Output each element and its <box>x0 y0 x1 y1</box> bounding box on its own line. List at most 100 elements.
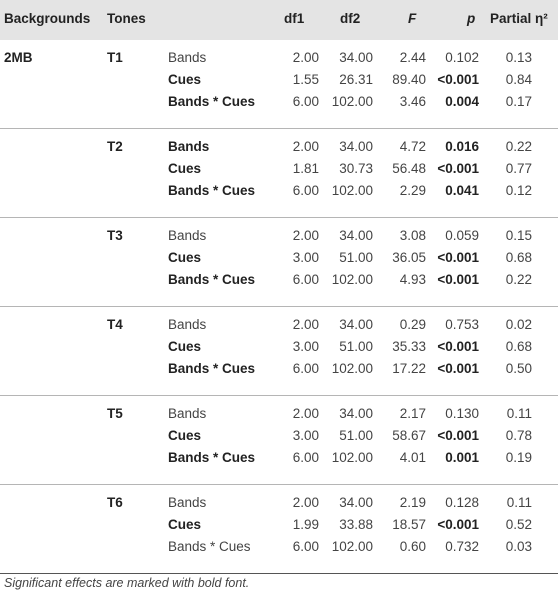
tone-group: T5 Bands 2.00 34.00 2.17 0.130 0.11 Cues 3.00 51.… <box>0 396 558 485</box>
header-partial-eta: Partial η² <box>490 11 548 26</box>
df2-cell: 34.00 <box>339 50 373 65</box>
effect-cell: Cues <box>168 339 202 354</box>
df2-cell: 34.00 <box>339 495 373 510</box>
tone-group: T3 Bands 2.00 34.00 3.08 0.059 0.15 Cues 3.00 51.… <box>0 218 558 307</box>
partial-eta-cell: 0.15 <box>505 228 532 243</box>
table-header: Backgrounds Tones df1 df2 F p Partial η² <box>0 0 558 40</box>
df1-cell: 3.00 <box>292 428 319 443</box>
partial-eta-cell: 0.19 <box>505 450 532 465</box>
df2-cell: 102.00 <box>331 539 373 554</box>
df2-cell: 102.00 <box>331 361 373 376</box>
f-value-cell: 3.08 <box>399 228 426 243</box>
f-value-cell: 36.05 <box>392 250 426 265</box>
partial-eta-cell: 0.17 <box>505 94 532 109</box>
p-value-cell: 0.004 <box>445 94 479 109</box>
effect-cell: Bands <box>168 139 210 154</box>
header-p: p <box>467 11 476 26</box>
p-value-cell: <0.001 <box>437 339 479 354</box>
f-value-cell: 4.93 <box>399 272 426 287</box>
effect-cell: Cues <box>168 250 202 265</box>
partial-eta-cell: 0.84 <box>505 72 532 87</box>
f-value-cell: 0.29 <box>399 317 426 332</box>
tone-group: T6 Bands 2.00 34.00 2.19 0.128 0.11 Cues 1.99 33.… <box>0 485 558 574</box>
df1-cell: 2.00 <box>292 495 319 510</box>
header-backgrounds: Backgrounds <box>4 11 91 26</box>
effect-cell: Bands * Cues <box>168 539 251 554</box>
df2-cell: 102.00 <box>331 450 373 465</box>
p-value-cell: <0.001 <box>437 428 479 443</box>
tone-label: T3 <box>107 228 123 243</box>
partial-eta-cell: 0.02 <box>505 317 532 332</box>
effect-cell: Bands * Cues <box>168 94 256 109</box>
partial-eta-cell: 0.22 <box>505 272 532 287</box>
p-value-cell: 0.059 <box>445 228 479 243</box>
df1-cell: 6.00 <box>292 361 319 376</box>
p-value-cell: 0.001 <box>445 450 479 465</box>
p-value-cell: <0.001 <box>437 161 479 176</box>
header-df2: df2 <box>340 11 361 26</box>
df2-cell: 51.00 <box>339 428 373 443</box>
df1-cell: 1.99 <box>292 517 319 532</box>
partial-eta-cell: 0.03 <box>505 539 532 554</box>
f-value-cell: 89.40 <box>392 72 426 87</box>
header-f: F <box>408 11 417 26</box>
p-value-cell: 0.753 <box>445 317 479 332</box>
partial-eta-cell: 0.50 <box>505 361 532 376</box>
df1-cell: 1.81 <box>292 161 319 176</box>
partial-eta-cell: 0.77 <box>505 161 532 176</box>
partial-eta-cell: 0.78 <box>505 428 532 443</box>
df1-cell: 6.00 <box>292 450 319 465</box>
df2-cell: 34.00 <box>339 317 373 332</box>
p-value-cell: <0.001 <box>437 272 479 287</box>
df1-cell: 6.00 <box>292 183 319 198</box>
df1-cell: 2.00 <box>292 139 319 154</box>
effect-cell: Cues <box>168 517 202 532</box>
f-value-cell: 17.22 <box>392 361 426 376</box>
p-value-cell: 0.732 <box>445 539 479 554</box>
f-value-cell: 56.48 <box>392 161 426 176</box>
f-value-cell: 3.46 <box>399 94 426 109</box>
df2-cell: 34.00 <box>339 406 373 421</box>
effect-cell: Bands * Cues <box>168 450 256 465</box>
f-value-cell: 4.72 <box>399 139 426 154</box>
partial-eta-cell: 0.12 <box>505 183 532 198</box>
effect-cell: Bands <box>168 406 207 421</box>
f-value-cell: 18.57 <box>392 517 426 532</box>
df2-cell: 102.00 <box>331 183 373 198</box>
df1-cell: 6.00 <box>292 539 319 554</box>
tone-group: T4 Bands 2.00 34.00 0.29 0.753 0.02 Cues 3.00 51.… <box>0 307 558 396</box>
df2-cell: 102.00 <box>331 94 373 109</box>
table-footnote: Significant effects are marked with bold… <box>4 576 250 590</box>
df1-cell: 2.00 <box>292 50 319 65</box>
df2-cell: 51.00 <box>339 339 373 354</box>
effect-cell: Cues <box>168 161 202 176</box>
partial-eta-cell: 0.13 <box>505 50 532 65</box>
background-label: 2MB <box>4 50 33 65</box>
partial-eta-cell: 0.11 <box>506 495 532 510</box>
df1-cell: 6.00 <box>292 272 319 287</box>
effect-cell: Bands <box>168 50 207 65</box>
tone-label: T5 <box>107 406 123 421</box>
effect-cell: Bands * Cues <box>168 183 256 198</box>
table-body: 2MB T1 Bands 2.00 34.00 2.44 0.102 0.13 Cues 1.55… <box>0 40 558 574</box>
p-value-cell: 0.041 <box>445 183 479 198</box>
f-value-cell: 4.01 <box>399 450 426 465</box>
effect-cell: Bands <box>168 495 207 510</box>
partial-eta-cell: 0.11 <box>506 406 532 421</box>
f-value-cell: 0.60 <box>399 539 426 554</box>
df2-cell: 26.31 <box>339 72 373 87</box>
f-value-cell: 35.33 <box>392 339 426 354</box>
df1-cell: 2.00 <box>292 406 319 421</box>
tone-group: 2MB T1 Bands 2.00 34.00 2.44 0.102 0.13 Cues 1.55… <box>0 40 558 129</box>
partial-eta-cell: 0.52 <box>505 517 532 532</box>
p-value-cell: <0.001 <box>437 361 479 376</box>
p-value-cell: <0.001 <box>437 250 479 265</box>
df2-cell: 33.88 <box>339 517 373 532</box>
effect-cell: Bands <box>168 317 207 332</box>
df2-cell: 30.73 <box>339 161 373 176</box>
p-value-cell: <0.001 <box>437 517 479 532</box>
p-value-cell: <0.001 <box>437 72 479 87</box>
header-df1: df1 <box>284 11 305 26</box>
partial-eta-cell: 0.68 <box>505 250 532 265</box>
